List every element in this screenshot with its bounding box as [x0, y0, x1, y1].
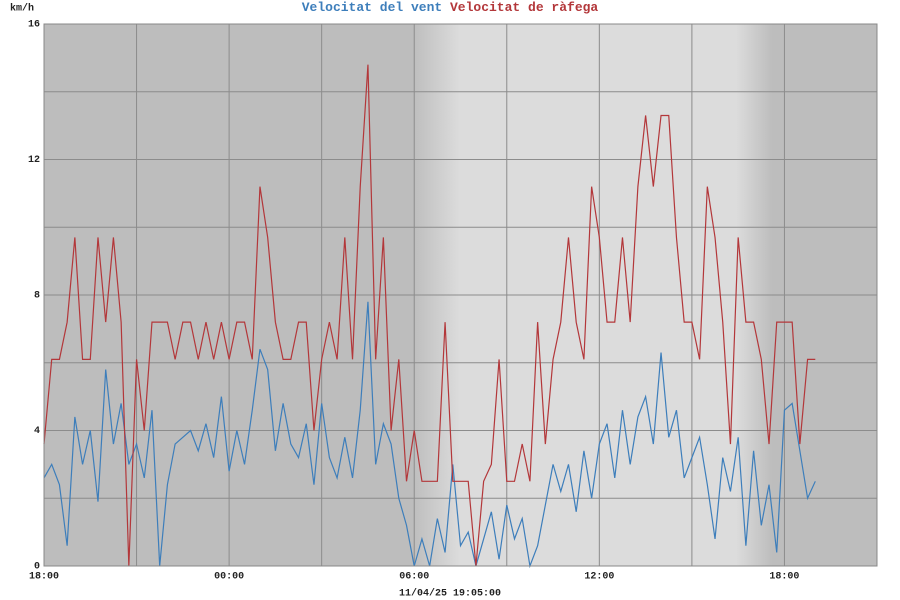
series-line [43, 64, 816, 567]
x-tick-label: 18:00 [29, 572, 59, 583]
y-tick-label: 0 [34, 562, 40, 573]
x-tick-label: 06:00 [399, 572, 429, 583]
x-tick-label: 12:00 [584, 572, 614, 583]
y-tick-label: 4 [34, 426, 40, 437]
x-axis-label: 11/04/25 19:05:00 [399, 588, 501, 600]
y-axis-label: km/h [10, 3, 34, 15]
legend-entry: Velocitat de ràfega [450, 0, 598, 15]
x-tick-label: 00:00 [214, 572, 244, 583]
y-tick-label: 8 [34, 291, 40, 302]
x-tick-label: 18:00 [769, 572, 799, 583]
legend-entry: Velocitat del vent [302, 0, 442, 15]
plot-border [43, 23, 878, 567]
y-tick-label: 16 [28, 20, 40, 31]
chart-title: Velocitat del vent Velocitat de ràfega [302, 0, 599, 15]
y-tick-label: 12 [28, 155, 40, 166]
